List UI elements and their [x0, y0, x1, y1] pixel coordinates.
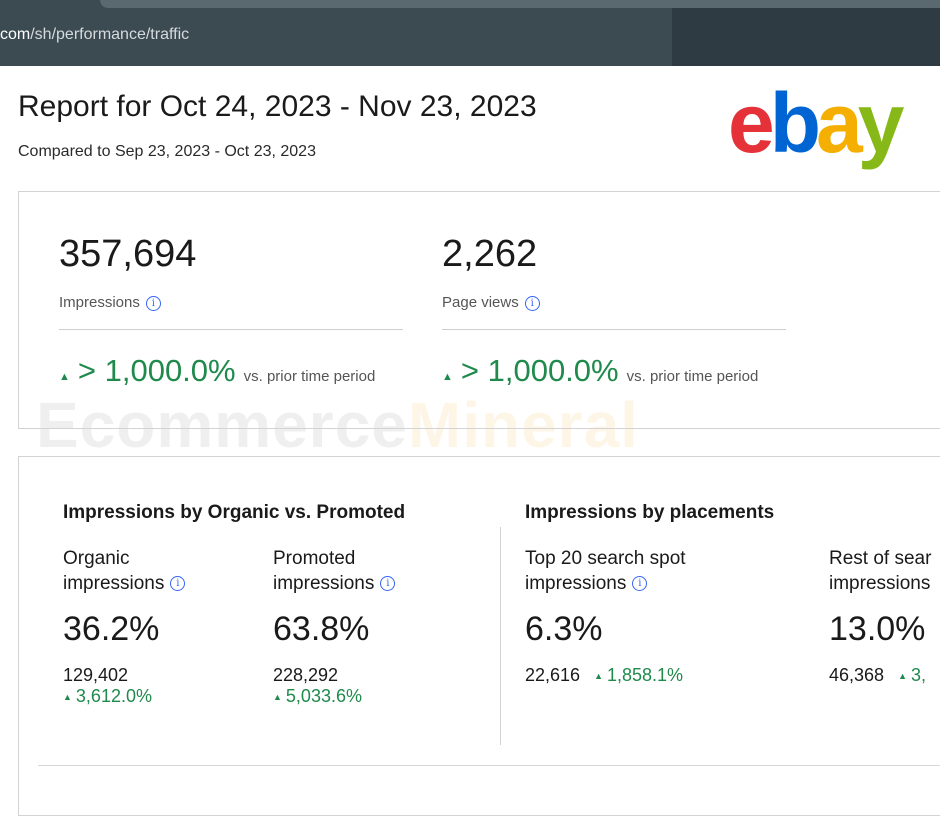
column-change: ▲ 1,858.1% [594, 665, 683, 685]
page-title: Report for Oct 24, 2023 - Nov 23, 2023 [18, 90, 537, 123]
metric-change: ▲ > 1,000.0% vs. prior time period [59, 353, 375, 389]
organic-vs-promoted-heading: Impressions by Organic vs. Promoted [63, 502, 406, 523]
browser-toolbar: com/sh/performance/traffic [0, 0, 940, 66]
column-percentage: 6.3% [525, 610, 603, 648]
browser-tab-strip [100, 0, 940, 8]
info-icon[interactable]: i [380, 576, 396, 592]
metric-change: ▲ > 1,000.0% vs. prior time period [442, 353, 758, 389]
metric-change-pct: > 1,000.0% [77, 353, 236, 388]
column-change: ▲ 5,033.6% [273, 686, 395, 707]
summary-card [18, 191, 940, 429]
metric-value: 357,694 [59, 233, 197, 275]
column-change-pct: 1,858.1% [606, 665, 684, 685]
up-arrow-icon: ▲ [442, 370, 453, 383]
metric-change-pct: > 1,000.0% [460, 353, 619, 388]
metric-page-views: 2,262 Page views i ▲ > 1,000.0% vs. prior t… [442, 233, 786, 388]
address-bar[interactable]: com/sh/performance/traffic [0, 26, 189, 44]
column-percentage: 63.8% [273, 610, 370, 648]
watermark-part2: Mineral [407, 389, 639, 461]
metric-impressions: 357,694 Impressions i ▲ > 1,000.0% vs. prio… [59, 233, 403, 388]
column-label-line1: Organic [63, 548, 130, 569]
up-arrow-icon: ▲ [59, 370, 70, 383]
logo-letter-e: e [728, 76, 775, 170]
info-icon[interactable]: i [524, 295, 540, 311]
column-count-row: 46,368 ▲ 3, [829, 665, 940, 686]
logo-letter-y: y [857, 76, 905, 170]
column-count: 22,616 [525, 665, 581, 685]
browser-toolbar-right-area [672, 8, 940, 66]
url-host: com [0, 26, 31, 43]
promoted-impressions-column: Promoted impressions i 63.8% 228,292 ▲ 5,0… [273, 546, 396, 707]
column-change: ▲ 3, [898, 665, 926, 685]
up-arrow-icon: ▲ [898, 671, 907, 682]
metric-label: Impressions [59, 294, 140, 311]
column-label-line1: Rest of sear [829, 548, 932, 569]
column-count-row: 22,616 ▲ 1,858.1% [525, 665, 686, 686]
url-path: /sh/performance/traffic [30, 26, 190, 43]
metric-value: 2,262 [442, 233, 538, 275]
column-change-pct: 5,033.6% [285, 686, 362, 706]
column-label-line2: impressions [525, 573, 627, 594]
column-change-pct: 3, [910, 665, 926, 685]
column-label-line1: Promoted [273, 548, 356, 569]
metric-change-caption: vs. prior time period [626, 368, 759, 385]
column-label-line1: Top 20 search spot [525, 548, 686, 569]
metric-label-row: Page views i [442, 294, 540, 311]
column-count: 129,402 [63, 665, 129, 685]
comparison-period: Compared to Sep 23, 2023 - Oct 23, 2023 [18, 143, 316, 160]
up-arrow-icon: ▲ [273, 692, 282, 703]
column-percentage: 36.2% [63, 610, 160, 648]
metric-divider [442, 329, 786, 330]
watermark-part1: Ecommerce [36, 389, 408, 461]
column-count: 228,292 [273, 665, 339, 685]
metric-divider [59, 329, 403, 330]
up-arrow-icon: ▲ [594, 671, 603, 682]
column-count: 46,368 [829, 665, 885, 685]
column-label-line2: impressions [273, 573, 375, 594]
watermark: EcommerceMineral [36, 388, 639, 462]
metric-label-row: Impressions i [59, 294, 161, 311]
up-arrow-icon: ▲ [63, 692, 72, 703]
info-icon[interactable]: i [170, 576, 186, 592]
top20-search-column: Top 20 search spot impressions i 6.3% 22,… [525, 546, 686, 686]
column-percentage: 13.0% [829, 610, 926, 648]
logo-letter-a: a [816, 76, 863, 170]
column-change-pct: 3,612.0% [75, 686, 152, 706]
column-label-row: impressions i [63, 571, 186, 596]
placements-heading: Impressions by placements [525, 502, 775, 523]
column-label-row: impressions i [525, 571, 686, 596]
column-change: ▲ 3,612.0% [63, 686, 185, 707]
card-footer-divider [38, 765, 940, 766]
metric-label: Page views [442, 294, 519, 311]
organic-impressions-column: Organic impressions i 36.2% 129,402 ▲ 3,61… [63, 546, 186, 707]
column-label-line2: impressions [829, 573, 931, 594]
info-icon[interactable]: i [145, 295, 161, 311]
column-label-line2: impressions [63, 573, 165, 594]
metric-change-caption: vs. prior time period [243, 368, 376, 385]
ebay-logo: ebay [728, 76, 905, 170]
logo-letter-b: b [769, 76, 821, 170]
section-divider [500, 527, 501, 745]
rest-of-search-column: Rest of sear impressions 13.0% 46,368 ▲ 3, [829, 546, 940, 686]
column-label-row: impressions i [273, 571, 396, 596]
info-icon[interactable]: i [632, 576, 648, 592]
